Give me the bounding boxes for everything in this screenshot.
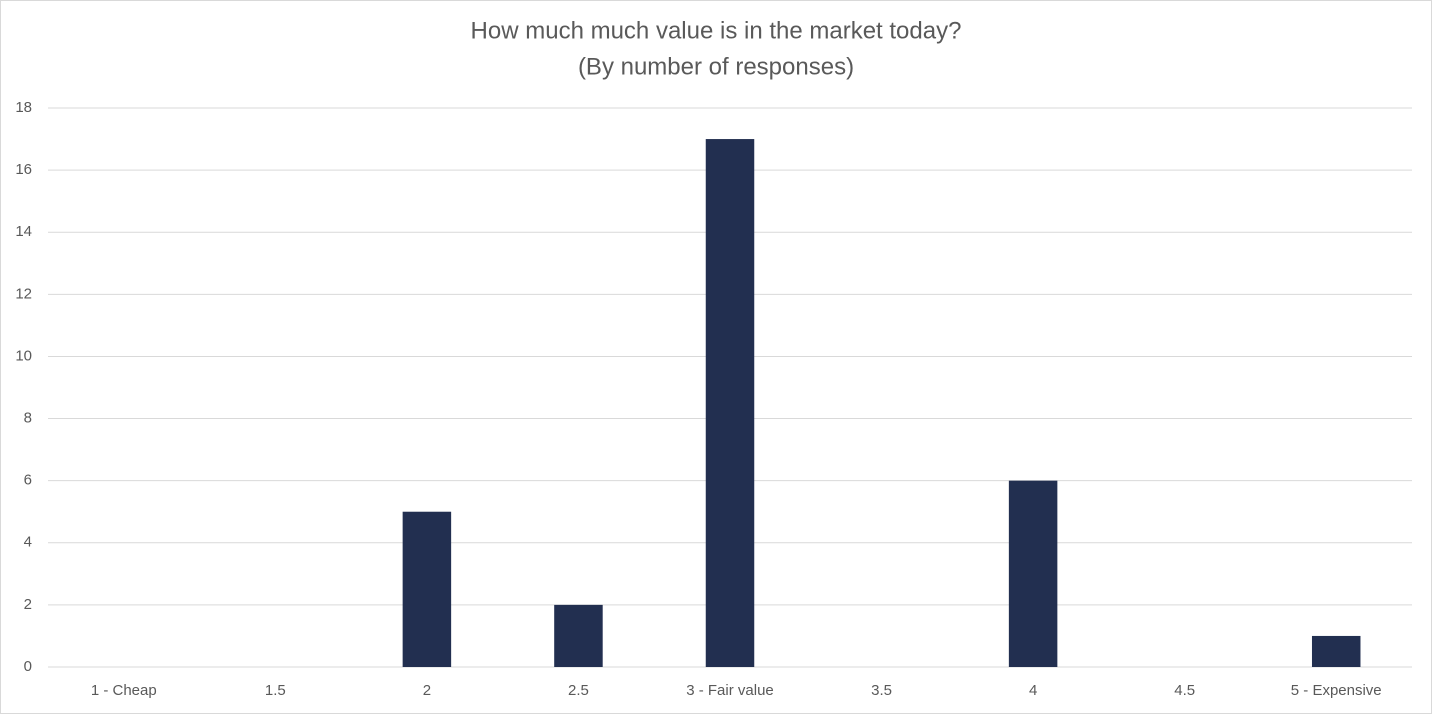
bar [1311, 635, 1361, 667]
bar [402, 511, 452, 667]
x-tick-label: 2.5 [568, 682, 589, 699]
x-tick-label: 1.5 [265, 682, 286, 699]
chart-subtitle: (By number of responses) [578, 53, 854, 80]
y-tick-label: 16 [15, 161, 32, 178]
x-tick-label: 5 - Expensive [1291, 682, 1382, 699]
y-tick-label: 10 [15, 347, 32, 364]
y-tick-label: 8 [24, 410, 32, 427]
x-tick-label: 4 [1029, 682, 1037, 699]
chart-title: How much much value is in the market tod… [471, 17, 962, 44]
bar [554, 604, 603, 667]
y-tick-label: 18 [15, 99, 32, 116]
y-tick-label: 12 [15, 285, 32, 302]
x-tick-label: 4.5 [1174, 682, 1195, 699]
y-tick-label: 6 [24, 472, 32, 489]
bar [705, 139, 755, 668]
y-tick-label: 4 [24, 534, 32, 551]
y-tick-label: 2 [24, 596, 32, 613]
x-tick-label: 1 - Cheap [91, 682, 157, 699]
y-tick-label: 0 [24, 658, 32, 675]
x-tick-label: 2 [423, 682, 431, 699]
x-tick-label: 3 - Fair value [686, 682, 774, 699]
bar [1008, 480, 1058, 667]
x-tick-label: 3.5 [871, 682, 892, 699]
y-tick-label: 14 [15, 223, 32, 240]
